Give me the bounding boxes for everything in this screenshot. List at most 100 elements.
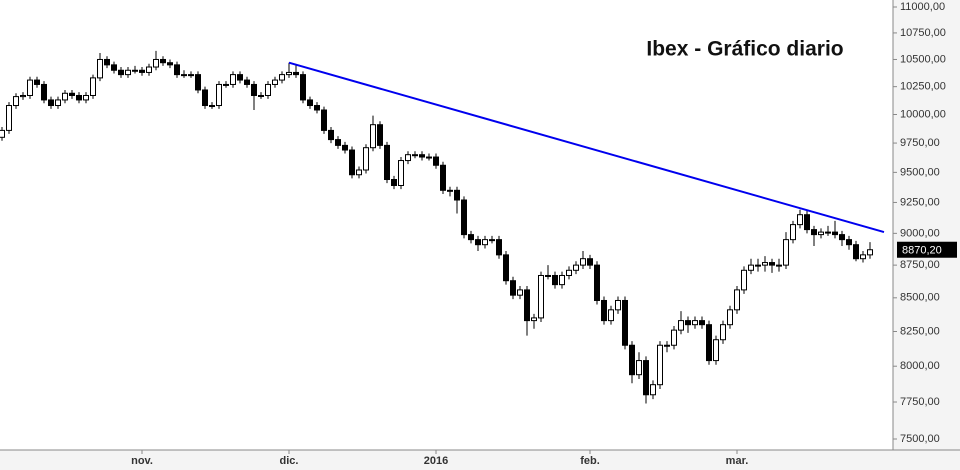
candle-body bbox=[783, 239, 789, 266]
candle-body bbox=[188, 74, 194, 77]
candle-body bbox=[293, 71, 299, 76]
x-tick-label: dic. bbox=[280, 455, 299, 467]
candle-body bbox=[489, 239, 495, 242]
candle-body bbox=[405, 154, 411, 162]
candle-body bbox=[657, 344, 663, 386]
candle-body bbox=[622, 299, 628, 346]
y-axis-panel bbox=[893, 0, 960, 470]
candle-body bbox=[713, 339, 719, 362]
x-axis-panel bbox=[0, 450, 960, 470]
candle-body bbox=[811, 229, 817, 236]
candle-body bbox=[517, 289, 523, 296]
candle-body bbox=[272, 79, 278, 85]
candle-body bbox=[573, 264, 579, 271]
candle-body bbox=[748, 264, 754, 271]
candle-body bbox=[237, 74, 243, 81]
candle-body bbox=[461, 199, 467, 236]
y-tick-label: 8750,00 bbox=[900, 259, 940, 271]
candle-body bbox=[496, 239, 502, 256]
candle-body bbox=[545, 274, 551, 277]
candle-body bbox=[580, 258, 586, 266]
chart-title: Ibex - Gráfico diario bbox=[646, 38, 843, 61]
candle-body bbox=[377, 124, 383, 146]
candle-body bbox=[615, 299, 621, 311]
candle-body bbox=[566, 269, 572, 276]
candle-body bbox=[671, 329, 677, 346]
candle-body bbox=[132, 69, 138, 72]
candle-body bbox=[195, 74, 201, 91]
candle-body bbox=[594, 264, 600, 301]
candle-body bbox=[524, 289, 530, 322]
y-tick-label: 9250,00 bbox=[900, 196, 940, 208]
candle-body bbox=[727, 309, 733, 326]
candle-body bbox=[104, 58, 110, 66]
candle-body bbox=[90, 77, 96, 96]
candle-body bbox=[426, 156, 432, 159]
candle-body bbox=[216, 83, 222, 107]
candle-body bbox=[153, 58, 159, 68]
candle-body bbox=[307, 99, 313, 107]
trend-line bbox=[288, 61, 885, 234]
candle-body bbox=[825, 231, 831, 234]
candle-body bbox=[433, 156, 439, 166]
candle-body bbox=[55, 99, 61, 107]
y-tick-label: 9000,00 bbox=[900, 227, 940, 239]
candle-body bbox=[755, 264, 761, 267]
candle-body bbox=[734, 289, 740, 311]
candle-body bbox=[391, 179, 397, 186]
candle-body bbox=[181, 74, 187, 77]
x-tick-label: 2016 bbox=[424, 455, 448, 467]
candle-body bbox=[48, 99, 54, 107]
candle-body bbox=[209, 105, 215, 108]
candle-body bbox=[818, 231, 824, 236]
candle-body bbox=[790, 224, 796, 241]
candle-body bbox=[62, 92, 68, 101]
y-tick-label: 8250,00 bbox=[900, 325, 940, 337]
y-tick-label: 11000,00 bbox=[900, 1, 945, 13]
x-tick-label: mar. bbox=[726, 455, 749, 467]
y-tick-label: 7750,00 bbox=[900, 396, 940, 408]
candle-body bbox=[804, 214, 810, 231]
last-price-box bbox=[897, 241, 957, 258]
candle-body bbox=[643, 360, 649, 396]
candle-body bbox=[125, 69, 131, 76]
candle-body bbox=[335, 139, 341, 146]
candle-body bbox=[776, 264, 782, 267]
candle-body bbox=[363, 147, 369, 171]
candle-body bbox=[356, 169, 362, 176]
candle-body bbox=[251, 83, 257, 96]
candle-body bbox=[349, 149, 355, 176]
candle-body bbox=[258, 94, 264, 97]
y-tick-label: 7500,00 bbox=[900, 433, 940, 445]
candle-body bbox=[769, 262, 775, 266]
candle-body bbox=[510, 280, 516, 296]
candle-body bbox=[846, 239, 852, 246]
candle-body bbox=[503, 254, 509, 282]
candle-body bbox=[720, 324, 726, 341]
x-tick-label: feb. bbox=[580, 455, 600, 467]
candle-body bbox=[111, 64, 117, 71]
candle-body bbox=[482, 239, 488, 246]
candle-body bbox=[314, 105, 320, 111]
candle-body bbox=[398, 160, 404, 186]
candle-body bbox=[860, 254, 866, 260]
candle-body bbox=[636, 360, 642, 376]
candle-body bbox=[286, 71, 292, 76]
candle-body bbox=[384, 144, 390, 181]
candle-body bbox=[839, 234, 845, 241]
candle-body bbox=[118, 69, 124, 76]
candle-body bbox=[853, 244, 859, 260]
candle-body bbox=[468, 234, 474, 241]
candle-body bbox=[202, 89, 208, 107]
candle-body bbox=[685, 320, 691, 326]
candle-body bbox=[706, 324, 712, 362]
y-tick-label: 9500,00 bbox=[900, 166, 940, 178]
y-tick-label: 9750,00 bbox=[900, 137, 940, 149]
candle-body bbox=[867, 249, 873, 256]
candle-body bbox=[370, 124, 376, 149]
candle-body bbox=[741, 269, 747, 291]
candle-body bbox=[146, 66, 152, 73]
candle-body bbox=[13, 96, 19, 107]
